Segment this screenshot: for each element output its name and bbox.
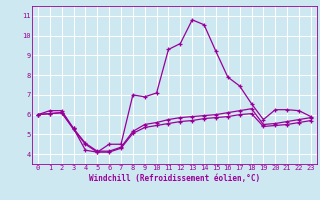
X-axis label: Windchill (Refroidissement éolien,°C): Windchill (Refroidissement éolien,°C) — [89, 174, 260, 183]
